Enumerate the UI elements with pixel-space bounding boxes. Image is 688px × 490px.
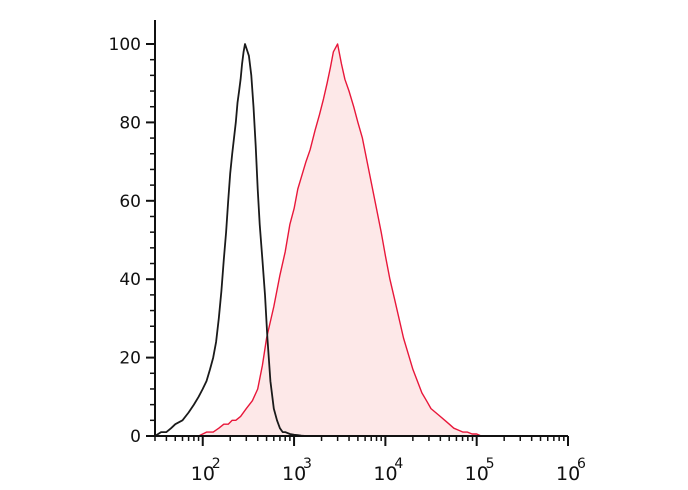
y-tick-label: 20 [119,349,141,369]
x-tick-exponent: 6 [577,456,586,472]
series-layer [154,43,486,437]
series-2-line [154,43,322,437]
y-tick-label: 60 [119,192,141,212]
x-tick-label: 10 [373,463,397,485]
series-1-line [188,43,486,437]
y-tick-label: 100 [109,35,141,55]
x-tick-exponent: 2 [212,456,221,472]
x-tick-exponent: 3 [303,456,312,472]
y-tick-label: 40 [119,270,141,290]
x-tick-label: 10 [282,463,306,485]
y-tick-label: 80 [119,113,141,133]
x-tick-exponent: 5 [486,456,495,472]
x-tick-label: 10 [191,463,215,485]
x-tick-exponent: 4 [394,456,403,472]
x-tick-label: 10 [556,463,580,485]
y-tick-label: 0 [130,427,141,447]
x-tick-label: 10 [465,463,489,485]
series-1-fill [188,44,486,436]
